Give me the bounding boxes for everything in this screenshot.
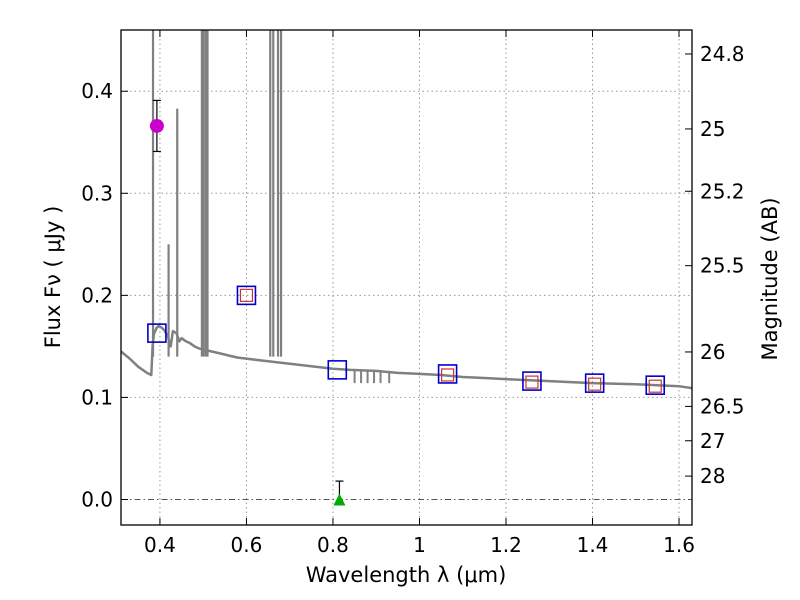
observed-photometry-square: [525, 375, 539, 389]
x-tick-label: 0.4: [144, 533, 176, 557]
observed-photometry-square: [648, 379, 662, 393]
y-tick-label: 0.0: [81, 487, 113, 511]
x-tick-label: 1.2: [490, 533, 522, 557]
y-axis-label: Flux Fν ( μJy ): [41, 206, 65, 349]
y2-tick-label: 27: [700, 429, 725, 453]
y2-axis-label: Magnitude (AB): [758, 197, 782, 360]
model-photometry-square: [584, 373, 605, 393]
y-tick-label: 0.4: [81, 79, 113, 103]
model-photometry-square: [437, 364, 458, 384]
x-tick-label: 0.8: [317, 533, 349, 557]
y-tick-label: 0.2: [81, 283, 113, 307]
x-tick-label: 0.6: [231, 533, 263, 557]
grid: [121, 30, 692, 525]
model-spectrum-line: [121, 324, 692, 390]
observed-photometry-square: [440, 368, 455, 382]
model-photometry-square: [645, 375, 666, 395]
y2-tick-label: 24.8: [700, 42, 745, 66]
series-layer: [121, 30, 692, 390]
model-photometry-square: [522, 371, 542, 391]
y2-tick-label: 25: [700, 117, 725, 141]
observed-photometry-square: [239, 288, 254, 302]
x-axis-label: Wavelength λ (μm): [306, 563, 507, 587]
y2-tick-label: 26: [700, 340, 725, 364]
y2-tick-label: 25.5: [700, 254, 745, 278]
model-photometry-square: [147, 323, 167, 343]
y2-tick-label: 25.2: [700, 179, 745, 203]
plot-background: [121, 30, 692, 525]
x-tick-label: 1.4: [577, 533, 609, 557]
y-tick-label: 0.1: [81, 385, 113, 409]
observed-photometry-square: [588, 377, 602, 391]
x-tick-label: 1.6: [663, 533, 695, 557]
markers-layer: [147, 99, 666, 506]
y2-tick-label: 28: [700, 464, 725, 488]
upper-limit-triangle: [333, 493, 346, 506]
ticks-layer: 0.4 0.6 0.8 1 1.2 1.4 1.6 0.0 0.1 0.2 0.3 0.4 24.8 25…: [81, 30, 745, 557]
measurement-point: [149, 118, 164, 133]
plot-frame: [120, 29, 693, 526]
model-photometry-square: [236, 285, 257, 306]
x-tick-label: 1: [413, 533, 426, 557]
model-photometry-square: [327, 360, 348, 380]
y-tick-label: 0.3: [81, 181, 113, 205]
y2-tick-label: 26.5: [700, 394, 745, 418]
